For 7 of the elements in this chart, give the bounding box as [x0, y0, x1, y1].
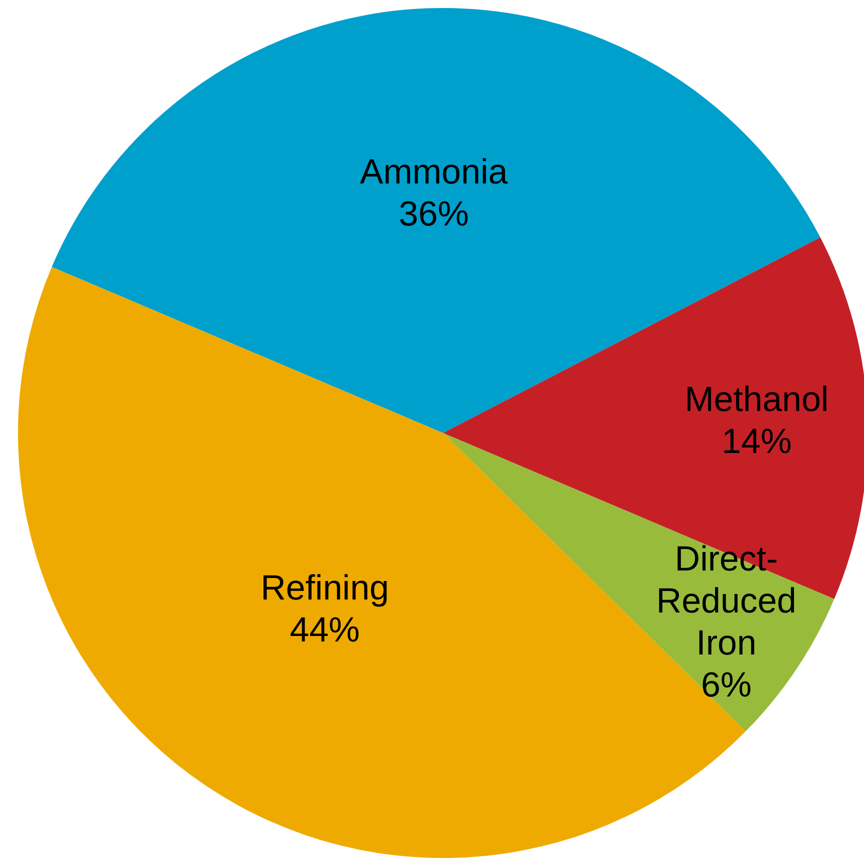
data-label: 14% [722, 422, 792, 461]
data-label: 36% [398, 194, 469, 234]
data-label: 6% [701, 666, 752, 705]
data-label: 44% [290, 610, 360, 650]
slice-label: Methanol [684, 380, 829, 419]
slice-label: Ammonia [360, 152, 508, 192]
slice-label: Refining [260, 568, 389, 608]
